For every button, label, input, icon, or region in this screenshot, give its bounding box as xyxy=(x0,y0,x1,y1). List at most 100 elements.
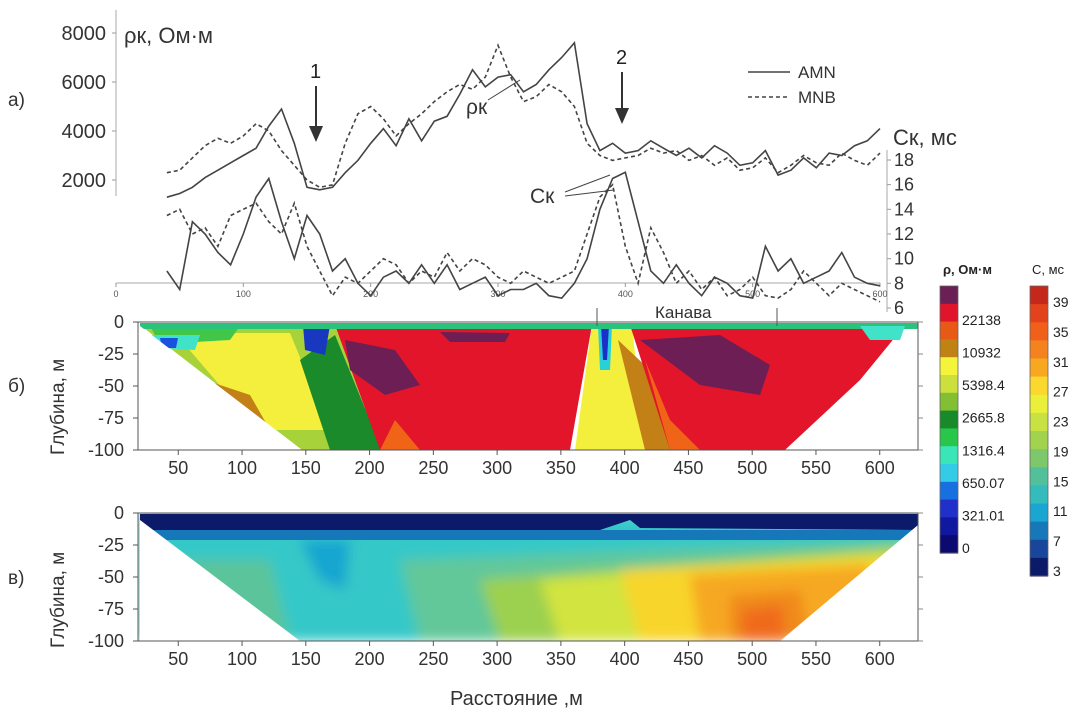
y-tick-label: -25 xyxy=(98,344,124,364)
colorbar-label: 3 xyxy=(1053,563,1061,579)
colorbar-swatch xyxy=(1030,431,1048,450)
res-top-cutoff xyxy=(140,326,302,450)
x-tick-label: 50 xyxy=(168,649,188,669)
colorbar-swatch xyxy=(1030,322,1048,341)
colorbar-label: 15 xyxy=(1053,473,1069,489)
vel-left-cutoff xyxy=(140,520,300,641)
colorbar-label: 650.07 xyxy=(962,475,1005,491)
colorbar-swatch xyxy=(1030,449,1048,468)
panel-b-ylabel: Глубина, м xyxy=(48,359,69,455)
panel-c-ticks: 50 100 150 200 250 300 350 400 450 500 550 600 0 -25 -… xyxy=(88,503,923,669)
rho-leader xyxy=(487,79,521,101)
c-leader-2 xyxy=(564,189,615,197)
a-x-tick-label: 100 xyxy=(236,289,251,299)
a-x-tick-label: 400 xyxy=(618,289,633,299)
x-tick-label: 250 xyxy=(418,649,448,669)
res-right-purple xyxy=(640,335,770,395)
rho-axis-label: ρк, Ом·м xyxy=(124,23,213,48)
a-x-tick-label: 200 xyxy=(363,289,378,299)
colorbar-swatch xyxy=(1030,358,1048,378)
legend: AMN MNB xyxy=(748,63,836,107)
colorbar-swatch xyxy=(1030,521,1048,541)
colorbar-swatch xyxy=(940,446,958,465)
colorbar-swatch xyxy=(940,375,958,394)
colorbar-label: 10932 xyxy=(962,345,1001,361)
colorbar-swatch xyxy=(1030,412,1048,432)
annotation-arrow-1: 1 xyxy=(309,61,323,142)
c-tick-label: 10 xyxy=(894,249,914,269)
colorbar-swatch xyxy=(1030,376,1048,396)
colorbar-swatch xyxy=(940,464,958,483)
panel-a-lines xyxy=(166,40,881,303)
colorbar-swatch xyxy=(1030,304,1048,323)
panel-b: б) Глубина, м xyxy=(8,262,1005,556)
series-mnb-c-line xyxy=(166,183,881,303)
y-tick-label: 0 xyxy=(114,312,124,332)
a-x-tick-label: 300 xyxy=(490,289,505,299)
legend-amn-label: AMN xyxy=(798,63,836,82)
rho-curve-label: ρк xyxy=(466,96,488,119)
colorbar-label: 39 xyxy=(1053,294,1069,310)
colorbar-rho: ρ, Ом·м 22138 10932 5398.4 2665.8 1316.4 650.… xyxy=(939,262,1005,556)
x-tick-label: 300 xyxy=(482,649,512,669)
colorbar-c-title: C, мс xyxy=(1032,262,1065,277)
panel-c-ylabel: Глубина, м xyxy=(48,552,69,648)
resistivity-section xyxy=(140,323,918,450)
colorbar-swatch xyxy=(940,392,958,412)
colorbar-label: 1316.4 xyxy=(962,442,1005,458)
y-tick-label: 0 xyxy=(114,503,124,523)
x-tick-label: 350 xyxy=(546,649,576,669)
y-tick-label: -25 xyxy=(98,535,124,555)
c-leader-1 xyxy=(564,174,611,193)
x-axis-title: Расстояние ,м xyxy=(450,688,583,710)
vel-red xyxy=(742,605,785,641)
x-tick-label: 500 xyxy=(737,458,767,478)
x-tick-label: 50 xyxy=(168,458,188,478)
panel-b-ticks: 50 100 150 200 250 300 350 400 450 500 550 600 0 -25 -… xyxy=(88,312,923,478)
a-x-tick-label: 600 xyxy=(872,289,887,299)
vel-top-blue xyxy=(140,530,918,540)
colorbar-label: 7 xyxy=(1053,533,1061,549)
y-tick-label: -50 xyxy=(98,376,124,396)
c-curve-label: Cк xyxy=(530,185,555,208)
colorbar-swatch xyxy=(1030,539,1048,559)
x-tick-label: 150 xyxy=(291,649,321,669)
colorbar-swatch xyxy=(940,428,958,447)
c-tick-label: 6 xyxy=(894,298,904,318)
colorbar-label: 0 xyxy=(962,540,970,556)
series-amn-c-line xyxy=(166,171,881,300)
colorbar-label: 321.01 xyxy=(962,507,1005,523)
colorbar-label: 22138 xyxy=(962,312,1001,328)
res-mid-orange xyxy=(380,420,420,450)
x-tick-label: 600 xyxy=(865,649,895,669)
annotation-rho: ρк xyxy=(466,79,521,119)
res-mid-purple2 xyxy=(440,332,510,342)
vel-top-dark xyxy=(140,514,918,530)
colorbar-label: 35 xyxy=(1053,324,1069,340)
arrow-2-head xyxy=(615,108,629,124)
c-tick-label: 16 xyxy=(894,175,914,195)
x-tick-label: 350 xyxy=(546,458,576,478)
colorbar-swatch xyxy=(1030,485,1048,505)
x-tick-label: 100 xyxy=(227,458,257,478)
colorbar-swatch xyxy=(1030,286,1048,305)
colorbar-swatch xyxy=(940,481,958,501)
panel-label-c: в) xyxy=(8,568,24,589)
colorbar-swatch xyxy=(1030,503,1048,523)
panel-a-left-ticks: 2000 4000 6000 8000 xyxy=(62,23,116,192)
c-tick-label: 14 xyxy=(894,199,914,219)
colorbar-swatch xyxy=(940,303,958,323)
colorbar-label: 23 xyxy=(1053,414,1069,430)
c-tick-label: 8 xyxy=(894,273,904,293)
colorbar-frame xyxy=(939,285,959,554)
x-tick-label: 200 xyxy=(355,458,385,478)
x-tick-label: 400 xyxy=(610,458,640,478)
colorbar-rho-swatches xyxy=(939,285,959,554)
colorbar-swatch xyxy=(1030,394,1048,414)
x-tick-label: 600 xyxy=(865,458,895,478)
colorbar-swatch xyxy=(1030,557,1048,577)
panel-label-b: б) xyxy=(8,376,25,397)
colorbar-swatch xyxy=(1030,467,1048,486)
y-tick-label: -75 xyxy=(98,408,124,428)
